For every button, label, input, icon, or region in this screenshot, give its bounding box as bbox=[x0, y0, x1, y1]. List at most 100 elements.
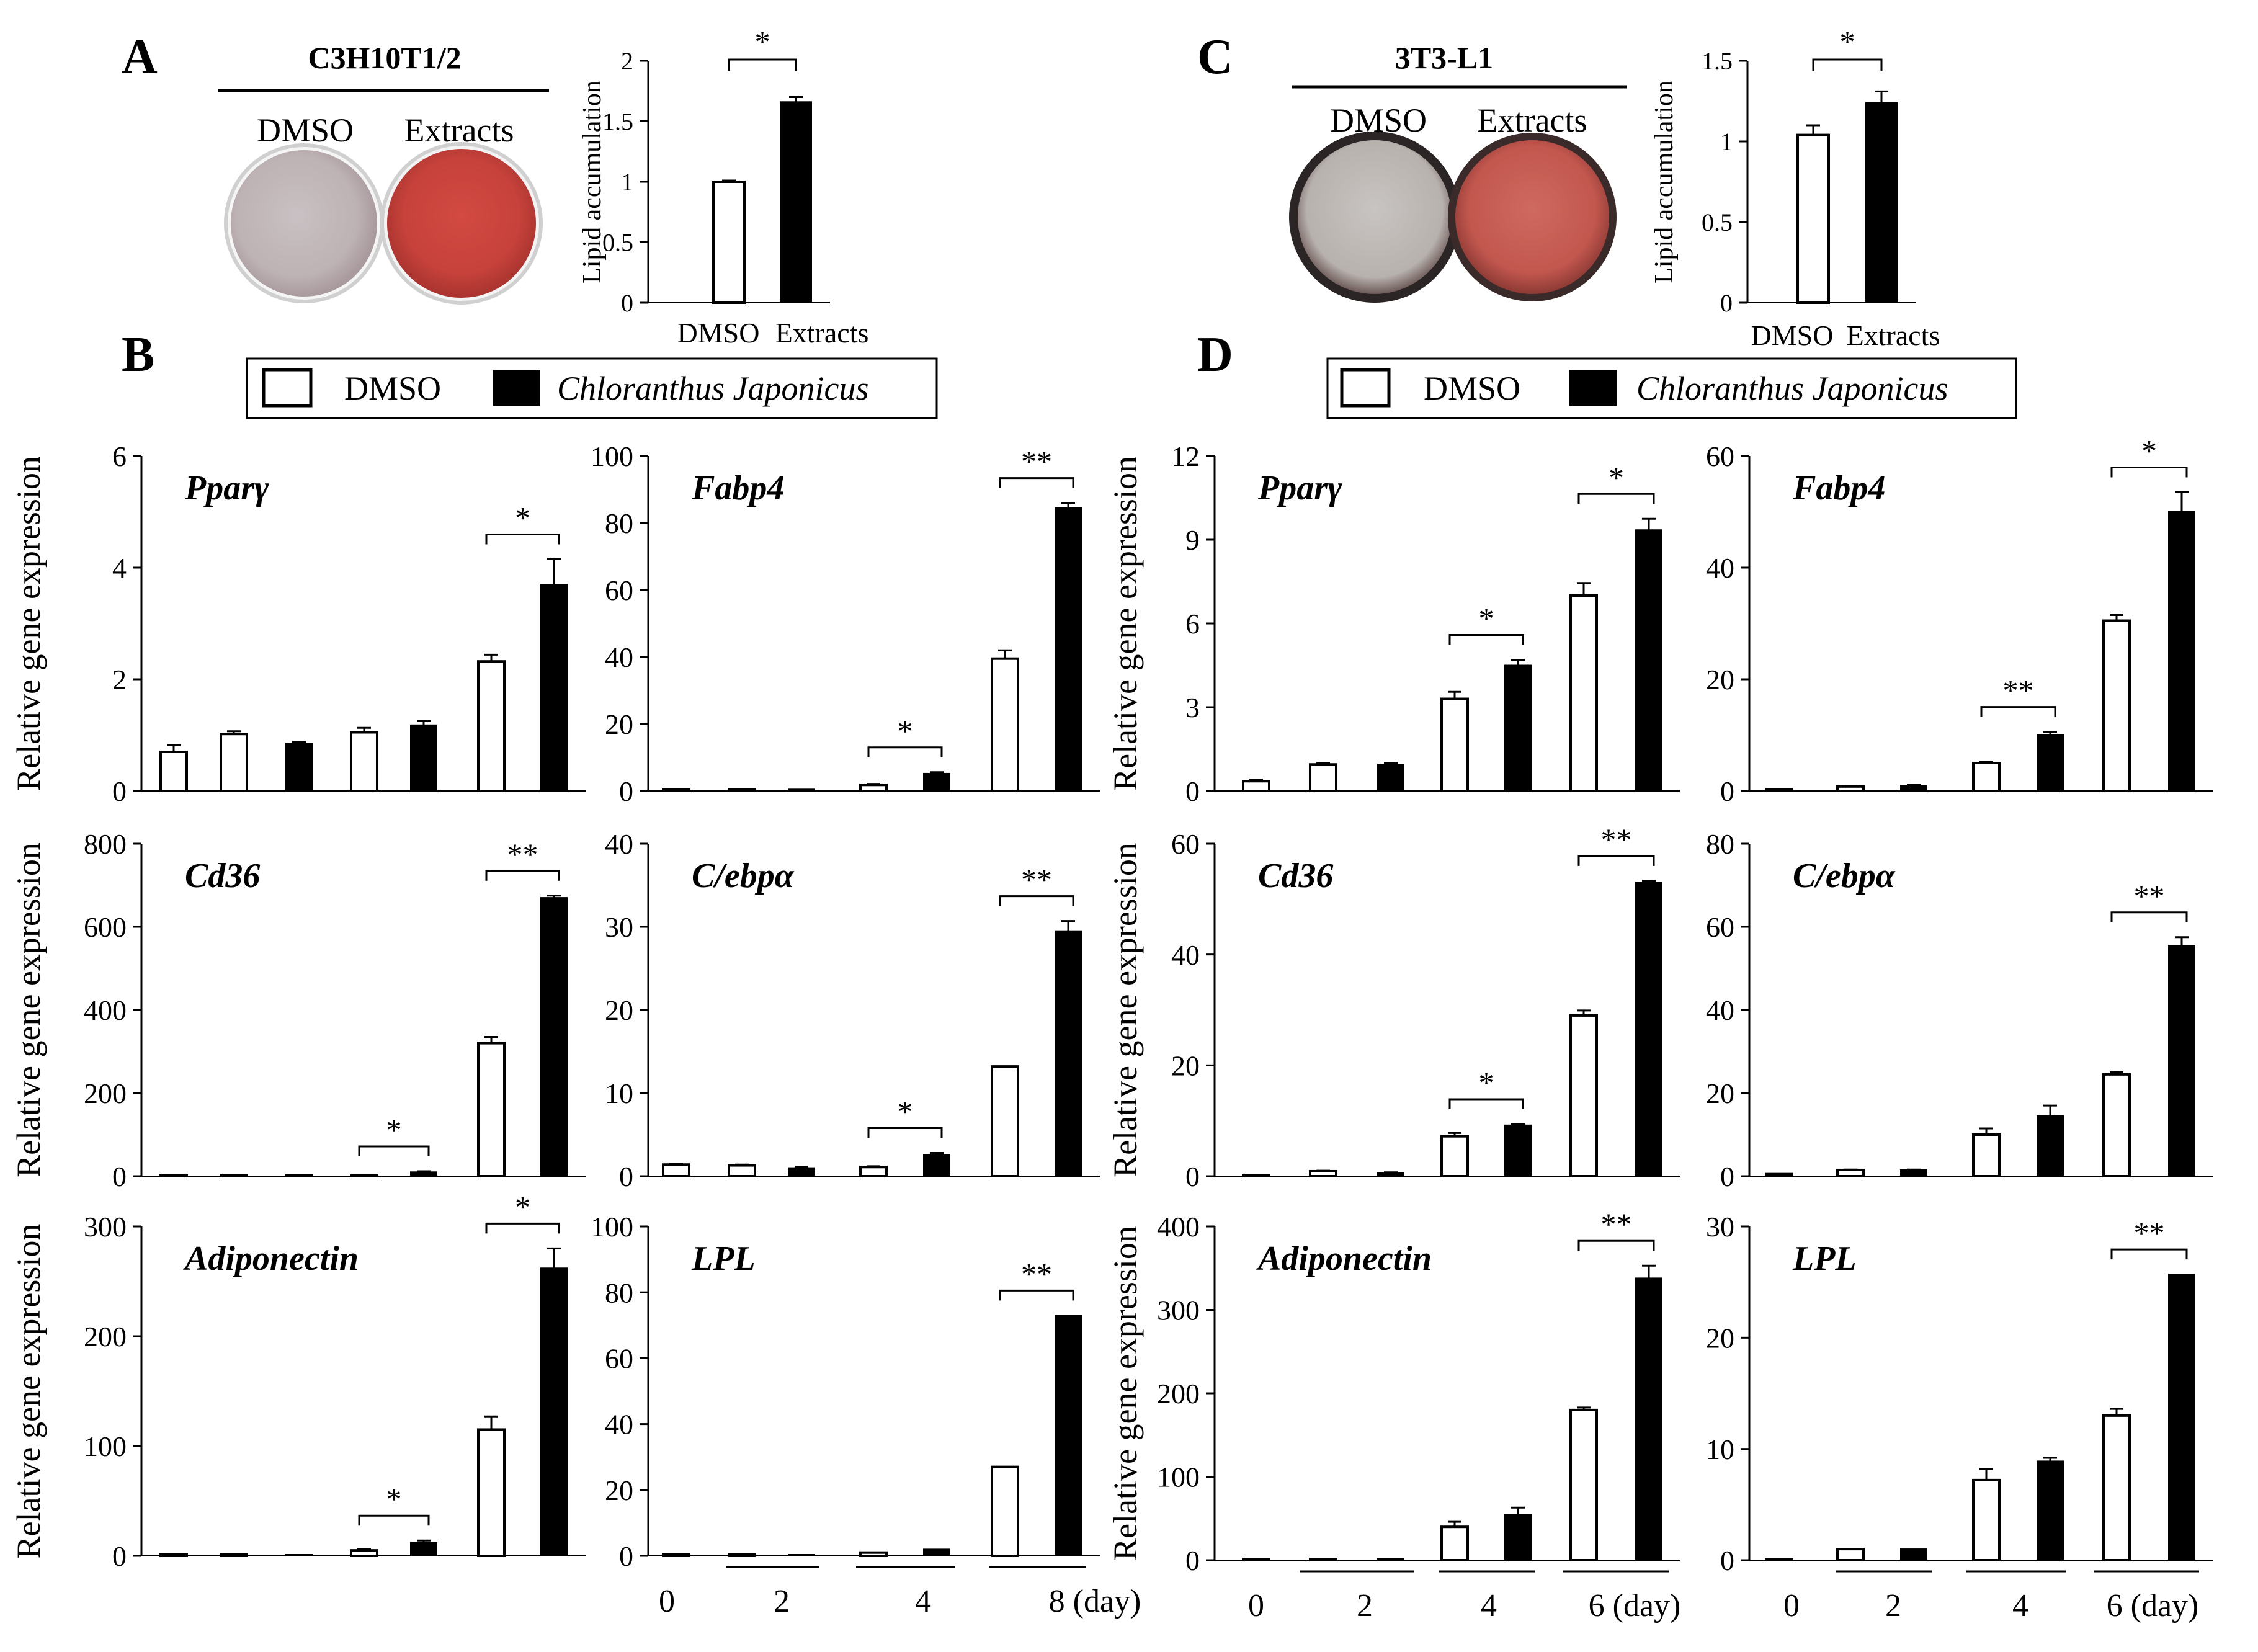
y-tick-label: 30 bbox=[1706, 1211, 1734, 1243]
y-tick-label: 200 bbox=[84, 1078, 127, 1109]
y-tick-label: 60 bbox=[605, 574, 633, 606]
y-tick-label: 20 bbox=[1706, 664, 1734, 695]
gene-title: Fabp4 bbox=[691, 469, 784, 507]
legend-b-dmso-swatch bbox=[262, 368, 313, 408]
significance-bracket bbox=[2110, 911, 2188, 922]
y-tick-label: 300 bbox=[1157, 1295, 1200, 1326]
y-tick-label: 10 bbox=[605, 1078, 633, 1109]
bar bbox=[540, 584, 568, 792]
y-tick-label: 6 bbox=[112, 440, 127, 472]
bar bbox=[2168, 945, 2195, 1177]
y-tick-label: 40 bbox=[1706, 994, 1734, 1026]
y-tick-label: 60 bbox=[1706, 911, 1734, 943]
gene-title: C/ebpα bbox=[692, 857, 795, 895]
chart-B-ppar: 0 2 4 6 Relative gene expression Pparγ * bbox=[10, 440, 586, 807]
bar bbox=[991, 1065, 1019, 1177]
legend-d-treatment-swatch bbox=[1569, 370, 1617, 406]
bar bbox=[1377, 1172, 1404, 1177]
bar bbox=[1309, 1169, 1337, 1177]
significance-label: * bbox=[386, 1112, 402, 1147]
bar bbox=[728, 788, 756, 793]
bar bbox=[2102, 1414, 2131, 1562]
bar bbox=[220, 1174, 248, 1177]
y-tick-label: 30 bbox=[605, 911, 633, 943]
bar bbox=[477, 660, 506, 792]
y-tick-label: 40 bbox=[605, 828, 633, 860]
legend-b: DMSO Chloranthus Japonicus bbox=[246, 357, 938, 419]
y-tick-label: 12 bbox=[1171, 440, 1200, 472]
bar bbox=[780, 101, 812, 304]
bar bbox=[2037, 1460, 2064, 1561]
significance-label: * bbox=[2141, 434, 2157, 468]
y-tick-label: 20 bbox=[605, 708, 633, 740]
y-tick-label: 80 bbox=[605, 1277, 633, 1308]
significance-label: * bbox=[515, 501, 530, 535]
x-tick-label: 0 bbox=[659, 1584, 675, 1619]
y-tick-label: 1.5 bbox=[1702, 47, 1733, 75]
bar bbox=[1900, 1169, 1927, 1177]
chart-D-ppar: 0 3 6 9 12 Relative gene expression Pparγ * * bbox=[1107, 440, 1680, 807]
significance-label: ** bbox=[1601, 822, 1632, 857]
bar bbox=[350, 1173, 378, 1177]
bar bbox=[1765, 1172, 1793, 1178]
legend-b-dmso-label: DMSO bbox=[344, 370, 441, 407]
bar bbox=[220, 1553, 248, 1557]
bar bbox=[662, 1163, 690, 1177]
bar bbox=[712, 181, 746, 304]
x-tick-label: 2 bbox=[1357, 1588, 1373, 1623]
bar bbox=[1309, 763, 1337, 792]
significance-label: ** bbox=[1021, 444, 1052, 479]
panel-label-c: C bbox=[1197, 30, 1233, 84]
y-tick-label: 200 bbox=[1157, 1378, 1200, 1409]
significance-bracket bbox=[358, 1514, 430, 1526]
bar bbox=[1569, 1014, 1598, 1178]
y-tick-label: 80 bbox=[605, 507, 633, 539]
bar bbox=[991, 1465, 1019, 1557]
bar bbox=[477, 1428, 506, 1557]
significance-bracket bbox=[1577, 855, 1655, 866]
bar bbox=[1504, 664, 1532, 792]
bar bbox=[1055, 1315, 1082, 1557]
bar bbox=[2037, 1115, 2064, 1177]
bar bbox=[662, 1553, 690, 1557]
significance-label: * bbox=[386, 1481, 402, 1516]
bar bbox=[285, 743, 313, 792]
plate-a-dmso bbox=[224, 143, 384, 303]
significance-label: * bbox=[1479, 1065, 1494, 1100]
significance-label: ** bbox=[2134, 1215, 2165, 1250]
significance-bracket bbox=[485, 870, 560, 881]
chart-B-lpl: 0 20 40 60 80 100 LPL ** 0 2 4 8 (day) bbox=[591, 1211, 1141, 1619]
bar bbox=[540, 897, 568, 1177]
bar bbox=[410, 724, 437, 792]
bar bbox=[2102, 1073, 2131, 1177]
significance-bracket bbox=[999, 1289, 1074, 1301]
gene-title: LPL bbox=[1792, 1239, 1857, 1278]
significance-bracket bbox=[1448, 1098, 1524, 1110]
x-category-label: DMSO bbox=[677, 317, 760, 349]
x-category-label: DMSO bbox=[1751, 319, 1834, 351]
y-tick-label: 40 bbox=[1706, 552, 1734, 584]
y-tick-label: 2 bbox=[621, 47, 633, 75]
bar bbox=[1440, 1135, 1469, 1178]
y-tick-label: 0 bbox=[1720, 775, 1734, 807]
bar bbox=[1972, 1133, 2001, 1177]
bar bbox=[1972, 762, 2001, 792]
plate-a-extracts bbox=[380, 142, 543, 305]
y-tick-label: 600 bbox=[84, 911, 127, 943]
gene-title: Adiponectin bbox=[1256, 1239, 1432, 1278]
y-axis-label: Relative gene expression bbox=[1107, 456, 1144, 791]
y-axis-label: Lipid accumulation bbox=[1650, 80, 1679, 284]
bar bbox=[1900, 785, 1927, 792]
significance-label: * bbox=[755, 24, 770, 59]
bar bbox=[991, 657, 1019, 792]
gene-title: Cd36 bbox=[185, 857, 260, 895]
y-tick-label: 9 bbox=[1185, 524, 1200, 556]
bar bbox=[1900, 1548, 1927, 1561]
significance-bracket bbox=[485, 534, 560, 545]
y-tick-label: 0 bbox=[619, 1540, 633, 1572]
bar bbox=[2168, 1274, 2195, 1561]
legend-d-treatment-label: Chloranthus Japonicus bbox=[1636, 370, 1948, 407]
bar bbox=[1765, 788, 1793, 792]
chart-D-lpl: 0 10 20 30 LPL ** 0 2 4 6 (day) bbox=[1706, 1211, 2213, 1623]
